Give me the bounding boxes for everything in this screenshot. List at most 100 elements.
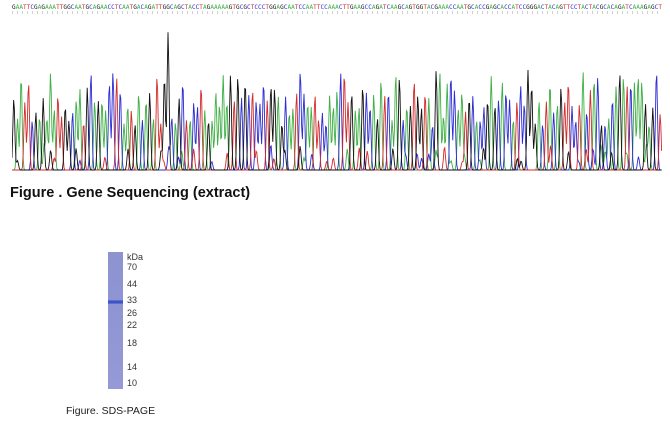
base-letter: G — [228, 4, 233, 11]
base-letter: A — [404, 4, 409, 11]
marker-label: 44 — [127, 279, 138, 289]
base-letter: C — [298, 4, 303, 11]
base-letter: T — [59, 4, 64, 11]
base-letter: C — [324, 4, 328, 11]
base-letter: A — [151, 4, 156, 11]
base-letter: G — [650, 4, 655, 11]
base-letter: A — [78, 4, 82, 11]
base-letter: A — [614, 4, 618, 11]
base-letter: T — [313, 4, 317, 11]
chromatogram-trace — [12, 32, 662, 171]
base-letter: A — [548, 4, 552, 11]
base-letter: G — [206, 4, 211, 11]
base-letter: G — [166, 4, 170, 11]
base-letter: C — [504, 4, 508, 11]
base-letter: C — [107, 4, 112, 11]
base-letter: G — [133, 4, 137, 11]
marker-label: 18 — [127, 338, 138, 348]
base-letter: G — [162, 4, 167, 11]
base-letter: C — [258, 4, 262, 11]
base-letter: A — [335, 4, 339, 11]
base-letter: C — [507, 4, 512, 11]
base-letter: A — [74, 4, 79, 11]
base-letter: G — [243, 4, 247, 11]
base-letter: C — [584, 4, 589, 11]
marker-unit: kDa — [127, 252, 144, 262]
base-letter: T — [566, 4, 571, 11]
base-letter: C — [302, 4, 306, 11]
base-letter: T — [199, 4, 203, 11]
base-letter: A — [136, 4, 141, 11]
base-letter: G — [533, 4, 538, 11]
base-letter: A — [125, 4, 130, 11]
base-letter: A — [37, 4, 42, 11]
base-letter: G — [85, 4, 90, 11]
base-letter: C — [518, 4, 523, 11]
base-letter: A — [592, 4, 596, 11]
marker-label: 26 — [127, 308, 138, 318]
protein-band — [108, 300, 123, 304]
base-letter: G — [63, 4, 68, 11]
base-letter: G — [493, 4, 497, 11]
base-letter: G — [559, 4, 563, 11]
base-letter: A — [357, 4, 361, 11]
base-letter: C — [449, 4, 453, 11]
base-letter: C — [364, 4, 369, 11]
base-letter: T — [155, 4, 159, 11]
marker-label: 22 — [127, 320, 138, 330]
base-letter: A — [276, 4, 281, 11]
base-letter: G — [643, 4, 648, 11]
base-letter: A — [445, 4, 449, 11]
base-letter: C — [111, 4, 115, 11]
base-letter: A — [202, 4, 207, 11]
base-letter: G — [415, 4, 420, 11]
base-letter: G — [599, 4, 604, 11]
base-letter: G — [147, 4, 152, 11]
base-letter: G — [12, 4, 16, 11]
base-letter: T — [316, 4, 321, 11]
base-letter: C — [401, 4, 405, 11]
base-letter: A — [639, 4, 644, 11]
base-letter: G — [434, 4, 438, 11]
base-letter: A — [632, 4, 637, 11]
base-letter: C — [70, 4, 75, 11]
base-letter: A — [555, 4, 560, 11]
base-letter: C — [551, 4, 556, 11]
base-letter: C — [610, 4, 615, 11]
base-letter: G — [408, 4, 413, 11]
base-letter: G — [236, 4, 240, 11]
base-letter: C — [247, 4, 251, 11]
base-letter: C — [595, 4, 600, 11]
base-letter: A — [213, 4, 218, 11]
base-letter: G — [177, 4, 181, 11]
base-letter: C — [628, 4, 633, 11]
base-letter: C — [386, 4, 391, 11]
base-letter: A — [309, 4, 314, 11]
base-letter: A — [511, 4, 516, 11]
base-letter: T — [184, 4, 189, 11]
base-letter: T — [515, 4, 519, 11]
base-letter: G — [467, 4, 471, 11]
base-letter: C — [169, 4, 174, 11]
base-letter: T — [81, 4, 86, 11]
marker-label: 33 — [127, 295, 138, 305]
base-letter: G — [529, 4, 534, 11]
base-letter: C — [30, 4, 34, 11]
base-letter: G — [41, 4, 46, 11]
base-letter: A — [173, 4, 178, 11]
base-letter: T — [114, 4, 119, 11]
base-letter: A — [331, 4, 336, 11]
base-letter: A — [390, 4, 394, 11]
base-letter: G — [375, 4, 380, 11]
base-letter: G — [419, 4, 424, 11]
base-letter: A — [327, 4, 332, 11]
base-letter: A — [52, 4, 57, 11]
base-letter: C — [283, 4, 288, 11]
base-letter: A — [92, 4, 97, 11]
base-letter: C — [430, 4, 435, 11]
marker-label: 70 — [127, 262, 138, 272]
base-letter: C — [471, 4, 475, 11]
base-letter: C — [496, 4, 501, 11]
base-letter: A — [122, 4, 126, 11]
